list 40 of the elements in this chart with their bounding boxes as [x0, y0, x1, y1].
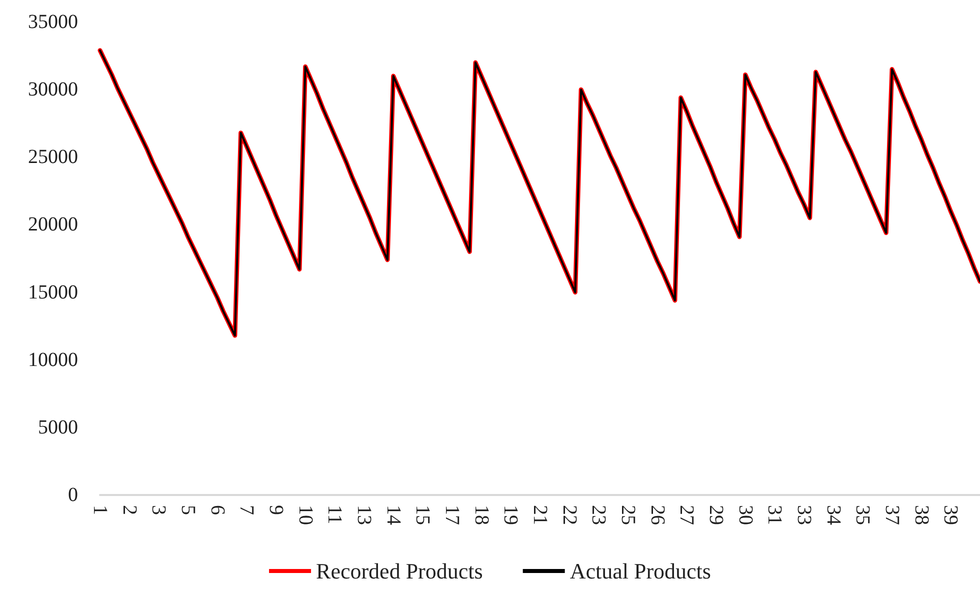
legend-label: Recorded Products	[316, 558, 483, 584]
x-tick-label: 37	[881, 505, 903, 525]
x-tick-label: 17	[441, 505, 463, 525]
x-tick-label: 6	[206, 505, 228, 515]
x-tick-label: 1	[89, 505, 111, 515]
x-tick-label: 25	[617, 505, 639, 525]
y-tick-label: 5000	[38, 416, 78, 438]
x-tick-label: 23	[588, 505, 610, 525]
x-tick-label: 30	[734, 505, 756, 525]
legend-label: Actual Products	[570, 558, 711, 584]
x-tick-label: 31	[764, 505, 786, 525]
y-tick-label: 0	[68, 484, 78, 506]
x-tick-label: 2	[118, 505, 140, 515]
x-tick-label: 39	[940, 505, 962, 525]
x-tick-label: 21	[529, 505, 551, 525]
x-tick-label: 38	[910, 505, 932, 525]
y-tick-label: 30000	[28, 78, 78, 101]
x-tick-label: 34	[822, 505, 844, 525]
x-tick-label: 7	[236, 505, 258, 515]
y-tick-label: 25000	[28, 146, 78, 168]
x-tick-label: 10	[294, 505, 316, 525]
x-tick-label: 9	[265, 505, 287, 515]
x-tick-label: 5	[177, 505, 199, 515]
y-tick-label: 20000	[28, 214, 78, 236]
y-tick-label: 15000	[28, 281, 78, 304]
x-tick-label: 11	[324, 505, 346, 524]
x-tick-label: 18	[470, 505, 492, 525]
y-tick-label: 10000	[28, 348, 78, 371]
x-tick-label: 35	[852, 505, 874, 525]
x-tick-label: 33	[793, 505, 815, 525]
x-tick-label: 29	[705, 505, 727, 525]
x-tick-label: 13	[353, 505, 375, 525]
x-tick-label: 22	[558, 505, 580, 525]
x-tick-label: 27	[676, 505, 698, 525]
y-tick-label: 35000	[28, 11, 78, 33]
x-tick-label: 14	[382, 505, 404, 525]
x-tick-label: 26	[646, 505, 668, 525]
x-tick-label: 15	[412, 505, 434, 525]
x-tick-label: 3	[148, 505, 170, 515]
x-tick-label: 19	[500, 505, 522, 525]
